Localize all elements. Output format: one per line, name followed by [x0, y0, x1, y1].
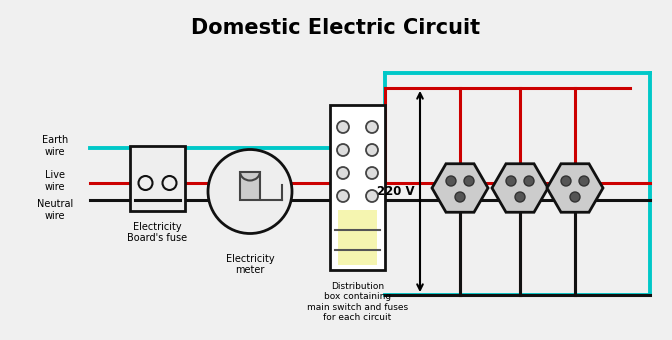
Circle shape — [337, 167, 349, 179]
Circle shape — [455, 192, 465, 202]
Circle shape — [337, 144, 349, 156]
Bar — [330, 105, 385, 270]
Circle shape — [579, 176, 589, 186]
Text: Electricity
Board's fuse: Electricity Board's fuse — [128, 222, 187, 243]
Text: Electricity
meter: Electricity meter — [226, 254, 274, 275]
Text: 220 V: 220 V — [378, 185, 415, 198]
Circle shape — [138, 176, 153, 190]
Circle shape — [208, 150, 292, 234]
Bar — [338, 210, 377, 265]
Circle shape — [464, 176, 474, 186]
Circle shape — [163, 176, 177, 190]
Text: Distribution
box containing
main switch and fuses
for each circuit: Distribution box containing main switch … — [307, 282, 408, 322]
Text: Live
wire: Live wire — [45, 170, 65, 192]
Text: Earth
wire: Earth wire — [42, 135, 68, 157]
Circle shape — [337, 121, 349, 133]
Bar — [240, 171, 260, 200]
Circle shape — [570, 192, 580, 202]
Circle shape — [515, 192, 525, 202]
Circle shape — [524, 176, 534, 186]
Circle shape — [366, 121, 378, 133]
Text: Domestic Electric Circuit: Domestic Electric Circuit — [192, 18, 480, 38]
Circle shape — [506, 176, 516, 186]
Circle shape — [366, 144, 378, 156]
Circle shape — [561, 176, 571, 186]
Text: Neutral
wire: Neutral wire — [37, 199, 73, 221]
Circle shape — [366, 190, 378, 202]
Circle shape — [446, 176, 456, 186]
Circle shape — [366, 167, 378, 179]
Bar — [130, 146, 185, 210]
Circle shape — [337, 190, 349, 202]
